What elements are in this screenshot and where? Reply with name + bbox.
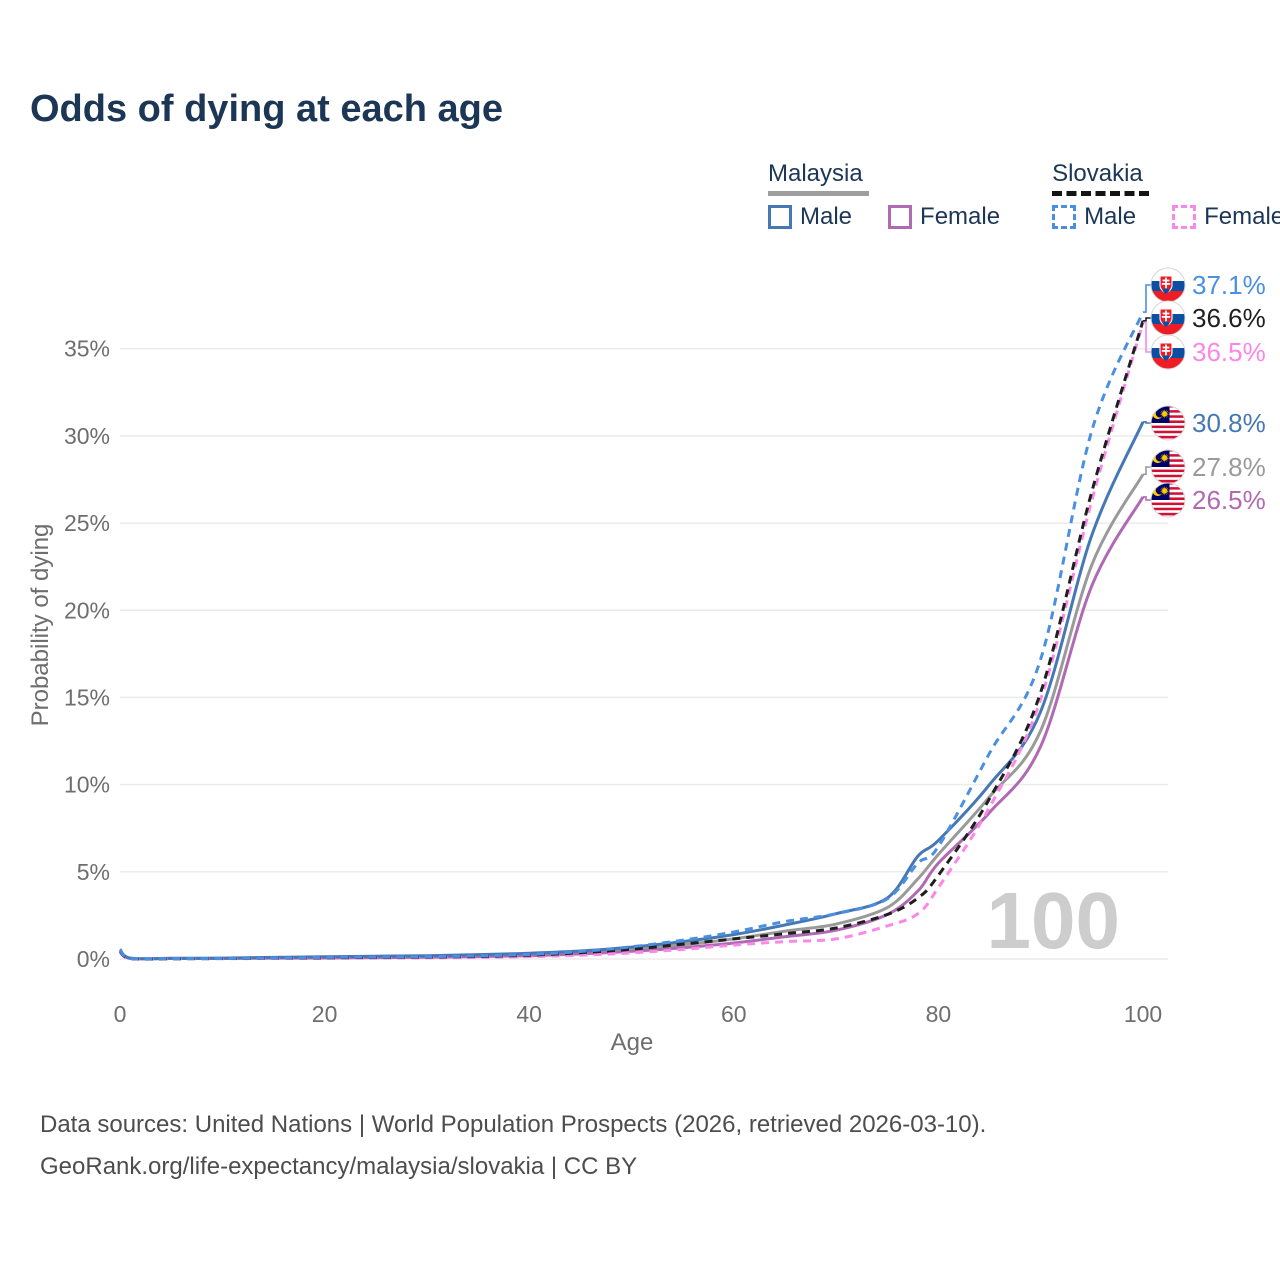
data-sources-line2: GeoRank.org/life-expectancy/malaysia/slo… <box>40 1153 638 1180</box>
legend-item-label: Female <box>1204 203 1280 230</box>
end-label-slovakia-female: 36.5% <box>1192 337 1266 367</box>
x-tick-label-40: 40 <box>516 1001 542 1027</box>
x-tick-label-80: 80 <box>926 1001 952 1027</box>
malaysia-male-swatch-icon[interactable] <box>768 205 792 229</box>
legend-group-slovakia: Slovakia Male Female <box>1052 160 1280 231</box>
label-connector-malaysia-female <box>1143 496 1151 501</box>
data-sources: Data sources: United Nations | World Pop… <box>40 1104 986 1188</box>
slovakia-flag-icon <box>1150 334 1186 370</box>
legend-item-slovakia-male[interactable]: Male <box>1052 203 1136 231</box>
y-tick-label-35: 35% <box>64 336 110 362</box>
page-title: Odds of dying at each age <box>30 88 503 130</box>
y-tick-label-15: 15% <box>64 684 110 710</box>
slovakia-flag-icon <box>1150 267 1186 303</box>
watermark-age: 100 <box>987 876 1120 965</box>
chart-legend: Malaysia Male Female Slovakia Male Femal… <box>768 160 1280 231</box>
legend-country-slovakia: Slovakia <box>1052 160 1149 196</box>
y-axis-title: Probability of dying <box>27 524 54 727</box>
slovakia-female-swatch-icon[interactable] <box>1172 205 1197 229</box>
end-label-malaysia-female: 26.5% <box>1192 485 1266 515</box>
legend-item-slovakia-female[interactable]: Female <box>1172 203 1280 231</box>
end-label-malaysia-male: 30.8% <box>1192 408 1266 438</box>
slovakia-male-swatch-icon[interactable] <box>1052 205 1077 229</box>
x-tick-label-20: 20 <box>312 1001 338 1027</box>
legend-item-label: Male <box>1084 203 1137 230</box>
label-connector-malaysia-both <box>1143 466 1151 476</box>
x-tick-label-100: 100 <box>1124 1001 1162 1027</box>
legend-item-label: Female <box>920 203 1001 230</box>
malaysia-female-swatch-icon[interactable] <box>888 205 913 229</box>
malaysia-flag-icon <box>1150 482 1186 518</box>
legend-group-malaysia: Malaysia Male Female <box>768 160 1000 231</box>
legend-item-label: Male <box>800 203 853 230</box>
series-line-slovakia-female[interactable] <box>118 322 1145 961</box>
y-tick-label-20: 20% <box>64 597 110 623</box>
label-connector-slovakia-female <box>1143 321 1151 353</box>
legend-items-malaysia: Male Female <box>768 203 1000 231</box>
legend-items-slovakia: Male Female <box>1052 203 1280 231</box>
y-tick-label-10: 10% <box>64 772 110 798</box>
end-label-malaysia-both: 27.8% <box>1192 452 1266 482</box>
label-connector-slovakia-both <box>1143 317 1151 322</box>
label-connector-malaysia-male <box>1143 421 1151 424</box>
series-line-slovakia-both[interactable] <box>118 320 1145 961</box>
legend-item-malaysia-female[interactable]: Female <box>888 203 1000 231</box>
end-label-slovakia-male: 37.1% <box>1192 270 1266 300</box>
slovakia-flag-icon <box>1150 300 1186 336</box>
label-connector-slovakia-male <box>1143 284 1151 313</box>
y-tick-label-30: 30% <box>64 423 110 449</box>
series-line-slovakia-male[interactable] <box>118 311 1145 961</box>
x-axis-title: Age <box>611 1029 654 1056</box>
malaysia-flag-icon <box>1150 449 1186 485</box>
y-tick-label-25: 25% <box>64 510 110 536</box>
y-tick-label-0: 0% <box>77 946 110 972</box>
x-tick-label-0: 0 <box>114 1001 127 1027</box>
x-tick-label-60: 60 <box>721 1001 747 1027</box>
y-tick-label-5: 5% <box>77 859 110 885</box>
end-label-slovakia-both: 36.6% <box>1192 303 1266 333</box>
legend-item-malaysia-male[interactable]: Male <box>768 203 852 231</box>
data-sources-line1: Data sources: United Nations | World Pop… <box>40 1111 987 1138</box>
legend-country-malaysia: Malaysia <box>768 160 869 196</box>
